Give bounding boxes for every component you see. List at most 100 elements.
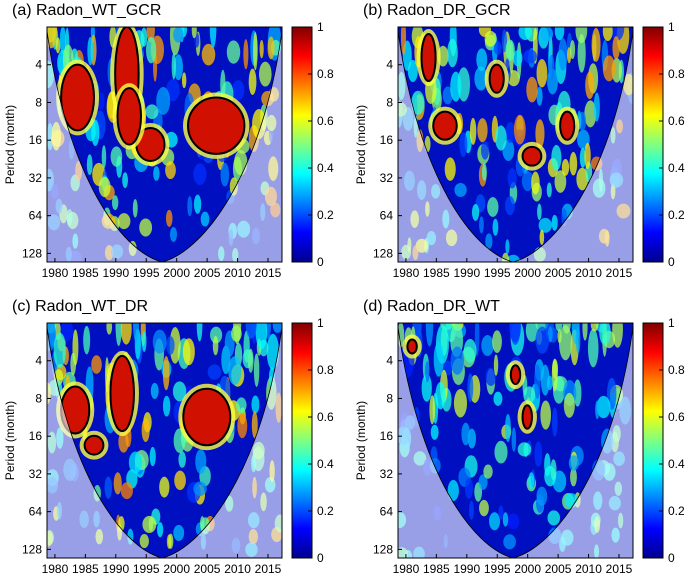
blob (526, 76, 538, 103)
x-tick-label: 2000 (514, 562, 541, 576)
blob (435, 381, 446, 410)
blob (141, 418, 150, 443)
blob (610, 27, 625, 41)
hot-spot (420, 33, 437, 83)
blob (481, 335, 494, 357)
hot-spot (488, 63, 505, 94)
blob (159, 476, 170, 498)
blob (487, 197, 499, 217)
coi-shade (47, 31, 282, 262)
blob (513, 114, 526, 145)
blob (172, 381, 187, 402)
blob (141, 331, 147, 352)
blob (539, 229, 545, 245)
blob (153, 166, 160, 181)
blob (528, 472, 535, 490)
blob (555, 323, 563, 332)
blob (59, 27, 66, 55)
blob (193, 163, 207, 186)
blob (101, 145, 107, 169)
blob (585, 71, 595, 100)
hot-spot (182, 387, 232, 447)
blob (540, 364, 550, 396)
blob (430, 424, 439, 440)
heatmap (47, 323, 282, 558)
blob (201, 43, 216, 66)
blob (521, 170, 534, 192)
colorbar-tick-label: 1 (668, 316, 675, 330)
colorbar-tick-label: 0.4 (317, 457, 334, 471)
hot-spot (521, 404, 533, 430)
blob (501, 29, 508, 53)
blob (551, 407, 558, 437)
blob (593, 92, 600, 122)
x-tick-label: 2010 (224, 562, 251, 576)
blob (133, 323, 139, 343)
blob (602, 27, 613, 42)
blob (228, 356, 242, 385)
heatmap (398, 27, 633, 262)
blob (576, 167, 589, 191)
blob (523, 386, 536, 404)
blob (173, 54, 183, 81)
blob (595, 400, 600, 420)
hot-spot (432, 110, 458, 141)
blob (535, 119, 545, 149)
x-tick-label: 1995 (484, 562, 511, 576)
blob (171, 52, 176, 80)
blob (165, 161, 176, 180)
y-tick-label: 8 (386, 95, 393, 109)
panel-title: (a) Radon_WT_GCR (12, 2, 161, 19)
blob (444, 157, 456, 181)
y-tick-label: 16 (380, 133, 394, 147)
blob (110, 146, 123, 167)
colorbar-tick-label: 1 (317, 20, 324, 34)
y-tick-label: 64 (29, 505, 43, 519)
blob (493, 354, 499, 376)
blob (582, 323, 588, 341)
blob (425, 361, 430, 383)
blob (113, 472, 122, 495)
blob (149, 446, 156, 467)
blob (142, 515, 157, 533)
coi-shade (398, 327, 633, 558)
blob (587, 328, 599, 368)
blob (504, 414, 511, 443)
x-tick-label: 1980 (42, 562, 69, 576)
blob (411, 90, 425, 115)
y-tick-label: 4 (386, 58, 393, 72)
blob (503, 534, 516, 550)
blob (569, 40, 576, 60)
blob (505, 196, 515, 216)
blob (493, 391, 503, 406)
y-axis-label: Period (month) (3, 105, 17, 184)
hot-spot (509, 364, 522, 386)
blob (546, 182, 552, 198)
plot-frame (397, 26, 634, 263)
blob (237, 413, 248, 439)
blob (429, 395, 436, 425)
x-tick-label: 2015 (255, 266, 282, 280)
y-tick-label: 32 (29, 467, 43, 481)
blob (548, 54, 555, 80)
blob (60, 323, 74, 342)
blob (97, 92, 105, 110)
blob (178, 451, 186, 468)
blob (550, 459, 557, 481)
blob (207, 364, 222, 380)
coi-line (47, 30, 282, 262)
blob (226, 40, 241, 64)
colorbar-tick-label: 0.8 (317, 67, 334, 81)
colorbar-tick-label: 0 (317, 255, 324, 269)
heatmap (398, 323, 633, 558)
colorbar-tick-label: 0.4 (668, 457, 685, 471)
blob (471, 203, 480, 221)
blob (547, 326, 553, 343)
y-tick-label: 64 (29, 209, 43, 223)
x-tick-label: 2010 (575, 562, 602, 576)
blob (267, 36, 275, 60)
coi-line (398, 30, 633, 262)
y-tick-label: 16 (29, 429, 43, 443)
